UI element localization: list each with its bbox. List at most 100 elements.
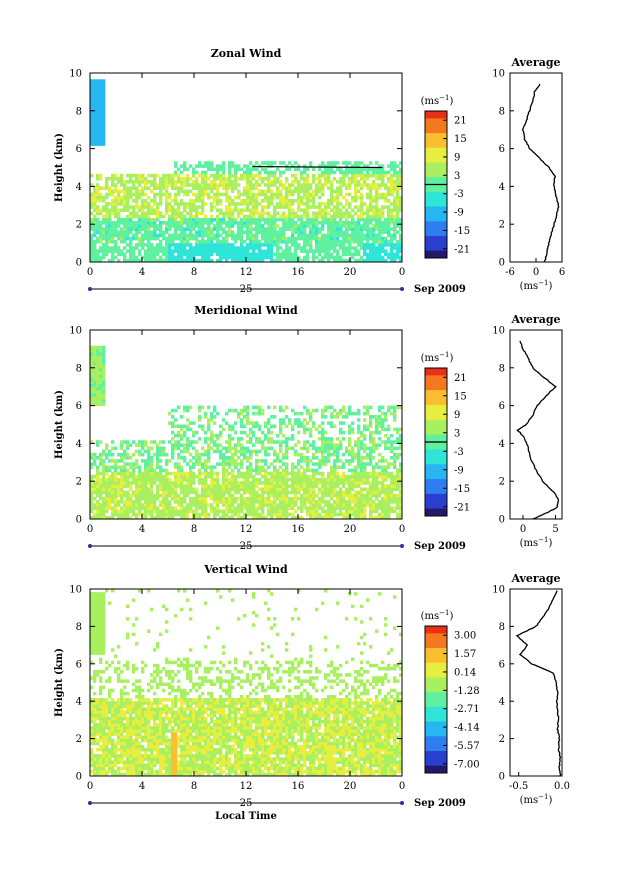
heatmap-cell [276,493,280,498]
heatmap-cell [393,452,397,457]
heatmap-cell [183,493,187,498]
heatmap-cell [342,421,346,425]
heatmap-cell [315,217,319,222]
heatmap-cell [198,227,202,231]
heatmap-cell [165,459,169,463]
heatmap-cell [378,471,382,476]
heatmap-cell [237,456,241,460]
heatmap-cell [309,493,313,498]
heatmap-cell [198,471,202,476]
heatmap-cell [312,474,316,479]
heatmap-cell [96,199,100,203]
heatmap-cell [165,189,169,194]
heatmap-cell [270,224,274,228]
heatmap-cell [387,221,391,225]
heatmap-cell [183,512,187,517]
heatmap-cell [396,456,400,460]
heatmap-cell [111,493,115,498]
heatmap-cell [264,233,268,238]
heatmap-cell [171,211,175,216]
heatmap-cell [285,217,289,222]
heatmap-cell [174,258,178,263]
heatmap-cell [111,478,115,482]
heatmap-cell [276,249,280,253]
heatmap-cell [207,465,211,469]
heatmap-cell [291,465,295,469]
heatmap-cell [159,484,163,488]
heatmap-cell [93,355,97,359]
heatmap-cell [336,243,340,247]
heatmap-cell [252,496,256,501]
heatmap-cell [96,396,100,400]
heatmap-cell [366,408,370,413]
heatmap-cell [135,459,139,463]
heatmap-cell [114,227,118,231]
heatmap-cell [336,465,340,469]
heatmap-cell [231,183,235,187]
heatmap-cell [135,512,139,517]
heatmap-cell [294,493,298,498]
heatmap-cell [207,437,211,441]
heatmap-cell [249,167,253,172]
heatmap-cell [120,484,124,488]
heatmap-cell [135,236,139,241]
heatmap-cell [171,408,175,413]
heatmap-cell [327,161,331,165]
heatmap-cell [354,493,358,498]
heatmap-cell [201,481,205,485]
heatmap-cell [111,180,115,184]
heatmap-cell [168,252,172,257]
heatmap-cell [228,183,232,187]
heatmap-cell [213,493,217,498]
heatmap-cell [291,481,295,485]
colorbar-segment [425,191,447,197]
heatmap-cell [255,500,259,504]
heatmap-cell [327,456,331,460]
heatmap-cell [375,506,379,510]
heatmap-cell [144,468,148,473]
heatmap-cell [339,446,343,451]
heatmap-cell [378,490,382,495]
heatmap-cell [213,224,217,228]
heatmap-cell [396,224,400,228]
heatmap-cell [318,481,322,485]
heatmap-cell [306,239,310,244]
heatmap-cell [246,221,250,225]
heatmap-cell [354,170,358,175]
heatmap-cell [267,255,271,260]
heatmap-cell [231,173,235,178]
heatmap-cell [327,474,331,479]
heatmap-cell [387,180,391,184]
heatmap-cell [219,515,223,520]
heatmap-cell [369,449,373,454]
heatmap-cell [225,176,229,181]
heatmap-cell [312,421,316,425]
heatmap-cell [258,252,262,257]
heatmap-cell [108,186,112,190]
heatmap-cell [99,490,103,495]
heatmap-cell [249,239,253,244]
heatmap-cell [105,503,109,507]
heatmap-cell [195,500,199,504]
heatmap-cell [240,509,244,514]
heatmap-cell [96,440,100,444]
heatmap-cell [357,430,361,435]
heatmap-cell [108,490,112,495]
heatmap-cell [189,509,193,514]
heatmap-cell [294,478,298,482]
heatmap-cell [294,490,298,495]
heatmap-cell [132,221,136,225]
heatmap-cell [255,239,259,244]
heatmap-cell [366,236,370,241]
heatmap-cell [234,490,238,495]
heatmap-cell [255,252,259,257]
heatmap-cell [285,474,289,479]
heatmap-cell [345,173,349,178]
heatmap-cell [351,456,355,460]
heatmap-cell [165,515,169,520]
heatmap-cell [366,170,370,175]
heatmap-cell [171,452,175,457]
heatmap-cell [339,430,343,435]
heatmap-cell [132,183,136,187]
heatmap-cell [234,481,238,485]
